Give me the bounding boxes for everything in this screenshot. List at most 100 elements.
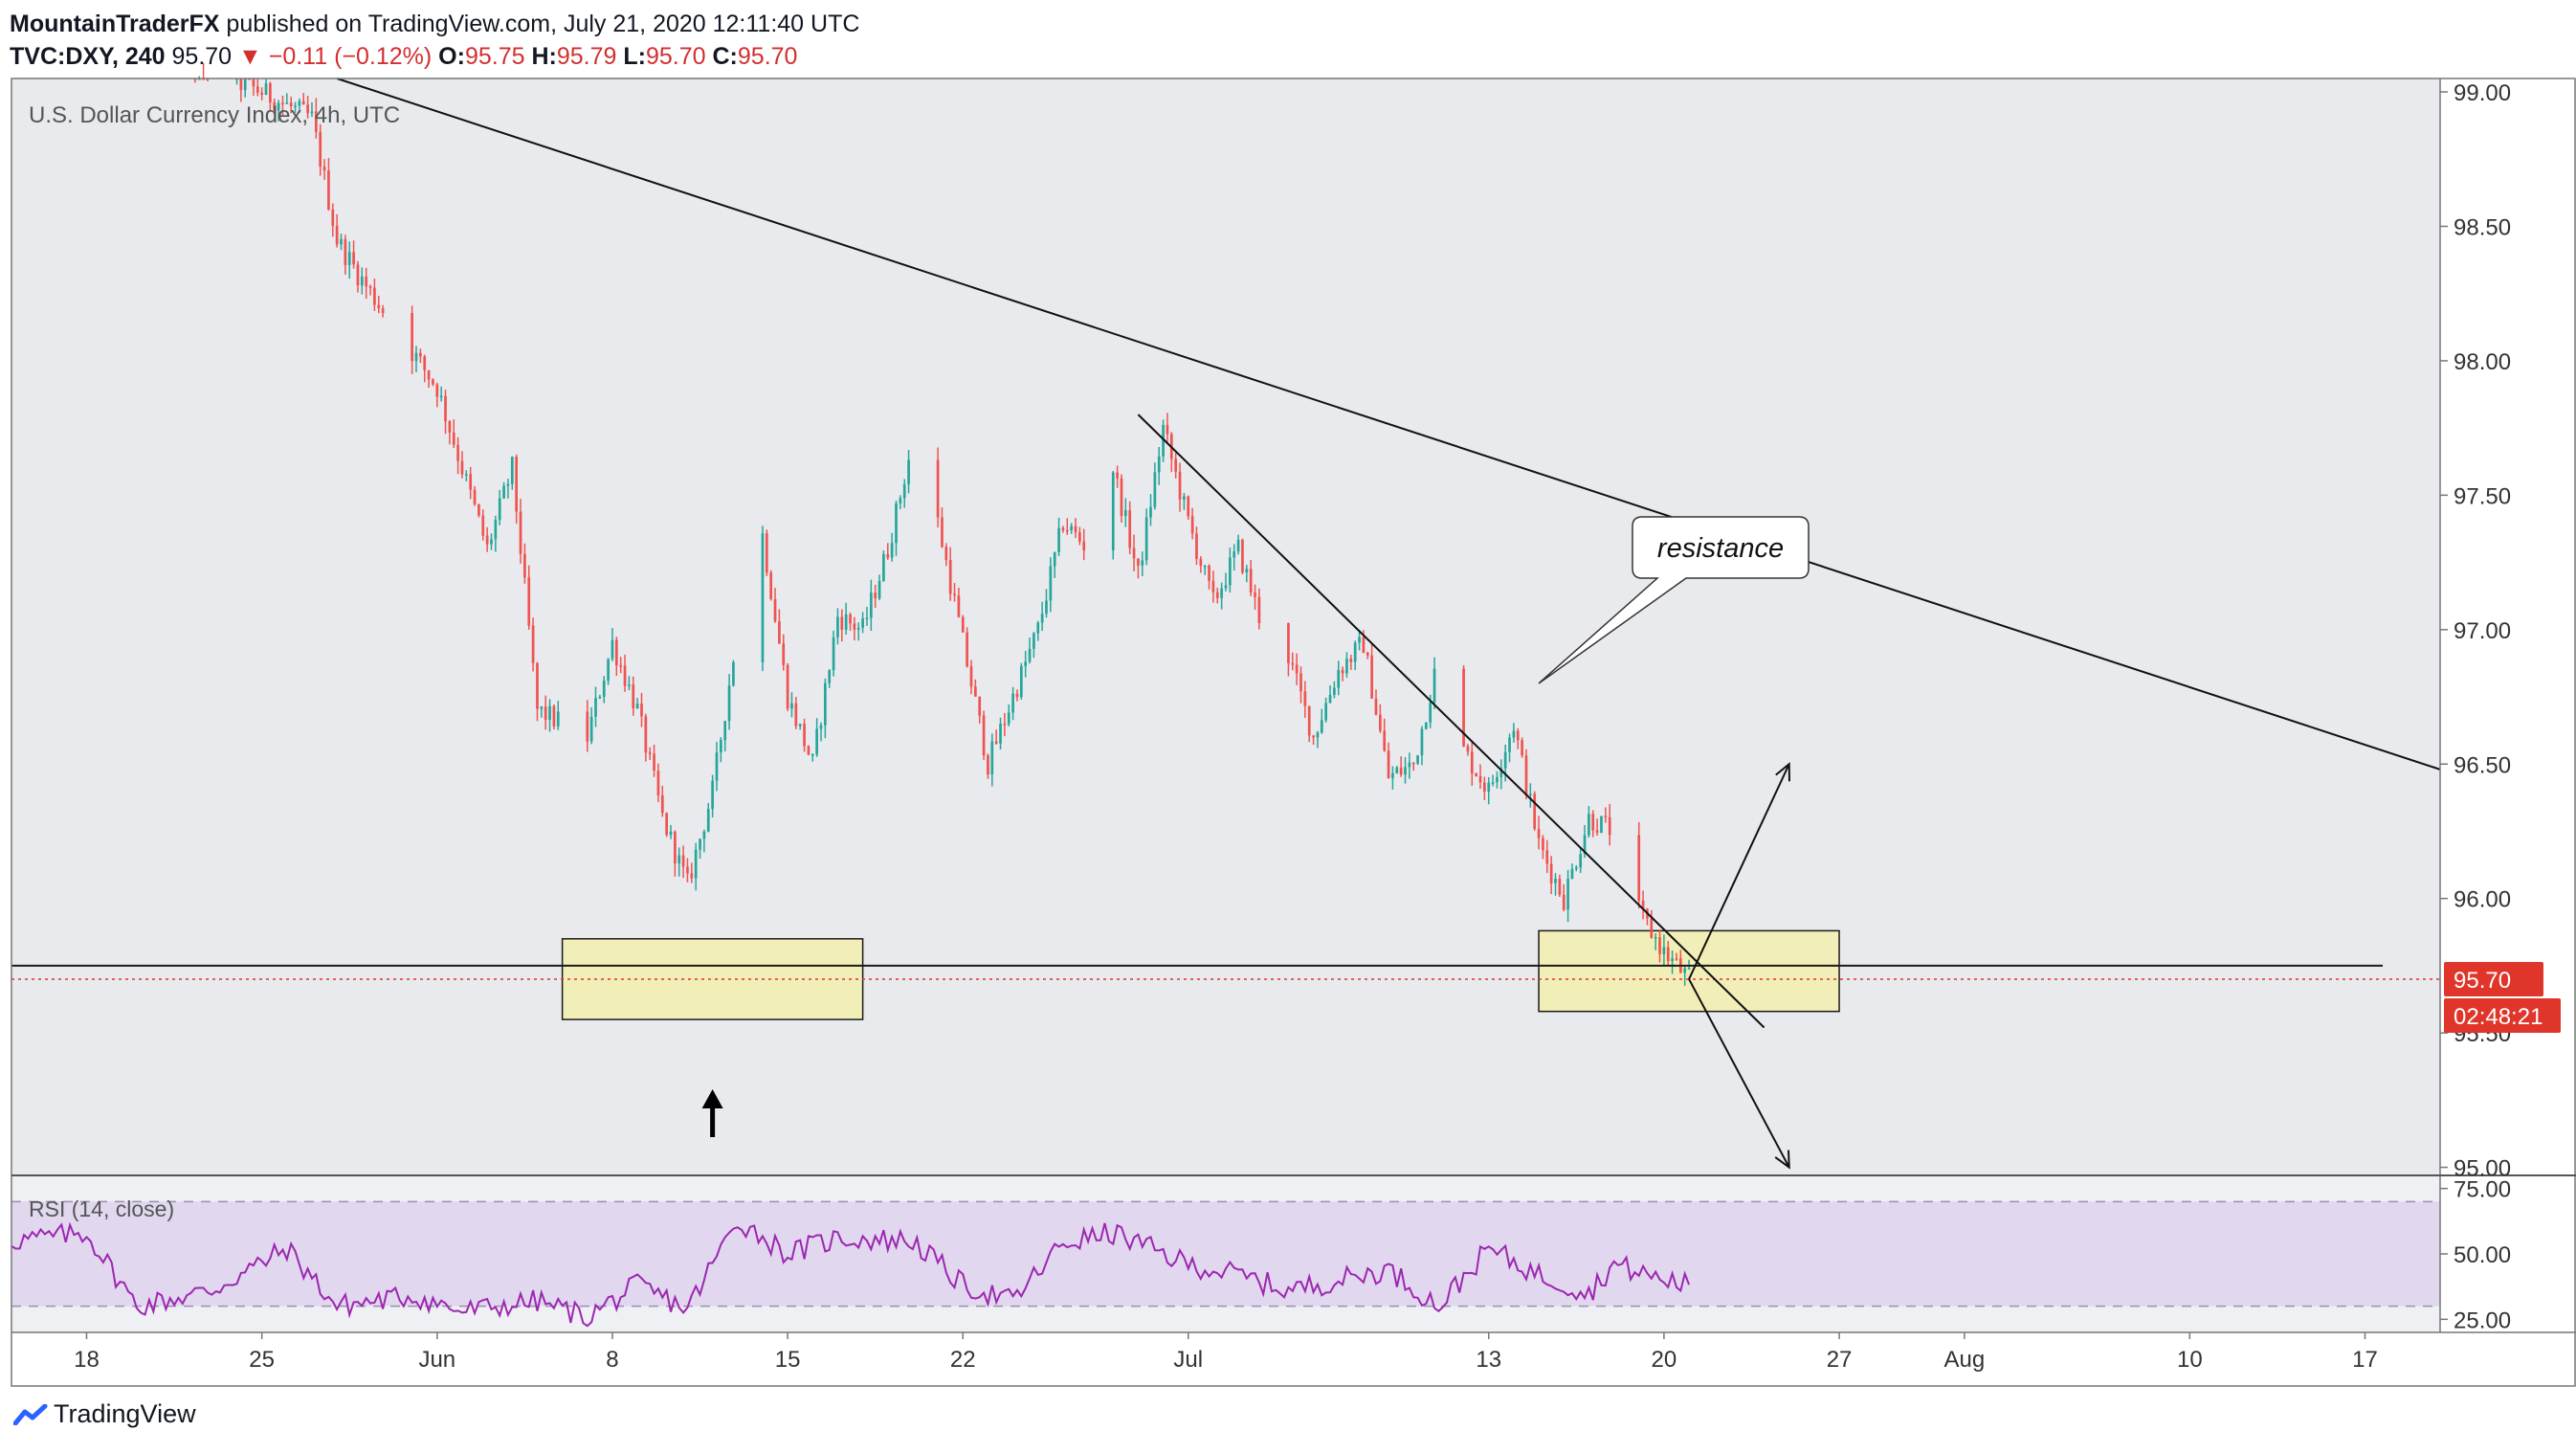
countdown-value: 02:48:21 [2454, 1004, 2543, 1030]
tradingview-logo-icon [13, 1403, 48, 1425]
candle [460, 451, 464, 479]
candle [281, 95, 284, 116]
candle [769, 570, 773, 601]
candle [614, 637, 618, 677]
trendline-2[interactable] [1137, 414, 1765, 1029]
candle [502, 481, 505, 500]
candle [523, 543, 526, 584]
zone-box-2[interactable] [1538, 929, 1840, 1013]
change-value: ▼ −0.11 (−0.12%) [238, 43, 433, 70]
projection-arrow-1[interactable] [1688, 762, 1790, 980]
candle [322, 159, 326, 180]
candle [994, 729, 998, 745]
candle [510, 456, 514, 490]
candle [1562, 883, 1566, 912]
candle [1542, 835, 1544, 860]
x-tick-label: 17 [2352, 1347, 2378, 1373]
candle [432, 378, 434, 387]
candle [732, 659, 735, 687]
candle [1658, 929, 1661, 963]
projection-arrow-2[interactable] [1688, 978, 1790, 1170]
candle [999, 717, 1002, 750]
y-tick-label: 97.50 [2454, 483, 2511, 509]
candle [1320, 708, 1323, 734]
candle [365, 267, 368, 300]
candle [1195, 526, 1198, 566]
candle [794, 696, 798, 729]
candle [711, 774, 714, 818]
trendline-1[interactable] [336, 78, 2441, 771]
rsi-legend[interactable]: RSI (14, close) [29, 1196, 174, 1221]
tradingview-logo[interactable]: TradingView [13, 1399, 196, 1429]
candle [1328, 684, 1332, 704]
candle [953, 583, 956, 602]
candle [1508, 733, 1511, 763]
candle [1662, 934, 1666, 967]
candle [260, 87, 264, 101]
candle [674, 830, 677, 877]
candle [1687, 959, 1691, 970]
candle [1516, 727, 1520, 749]
candle [1491, 774, 1495, 787]
candle [1487, 776, 1491, 805]
candle [1499, 759, 1503, 790]
candle [877, 574, 881, 601]
candle [344, 235, 347, 275]
candle [694, 842, 698, 891]
candle [602, 676, 606, 704]
candle [1475, 772, 1478, 777]
candle [469, 466, 473, 500]
series-legend[interactable]: U.S. Dollar Currency Index, 4h, UTC [29, 102, 400, 128]
candle [1395, 765, 1399, 774]
candle [941, 507, 944, 548]
candle [907, 450, 910, 494]
candle [1211, 570, 1215, 603]
candle [368, 284, 372, 296]
x-tick-label: 27 [1827, 1347, 1853, 1373]
zone-box-1[interactable] [561, 938, 864, 1020]
resistance-callout[interactable]: resistance [1538, 516, 1810, 684]
author-name[interactable]: MountainTraderFX [10, 11, 220, 37]
candle [1374, 689, 1378, 716]
x-tick-label: 25 [249, 1347, 275, 1373]
up-arrow-marker[interactable] [701, 1089, 723, 1137]
candle [1554, 873, 1557, 896]
candle [948, 547, 952, 601]
candle [819, 722, 823, 742]
candle [1566, 869, 1569, 923]
rsi-y-tick-label: 25.00 [2454, 1308, 2511, 1333]
candle [798, 723, 802, 730]
candle [506, 479, 510, 499]
candle [869, 579, 873, 632]
candle [1521, 737, 1523, 758]
candle [381, 304, 385, 318]
price-pane-background[interactable] [11, 78, 2440, 1175]
candle [1153, 462, 1157, 510]
candle [961, 615, 965, 633]
candle [1404, 757, 1407, 784]
candle [1303, 681, 1307, 718]
candle [803, 718, 806, 752]
candle [1312, 734, 1315, 746]
candle [1045, 589, 1048, 618]
candle [1049, 557, 1053, 613]
candle [1295, 653, 1299, 685]
x-tick-label: 22 [950, 1347, 976, 1373]
candle [648, 747, 652, 761]
candle [335, 213, 339, 248]
candle [644, 713, 648, 762]
candle [414, 346, 418, 372]
candle [1496, 771, 1499, 789]
candle [264, 78, 268, 96]
candle [699, 838, 701, 860]
candle [327, 158, 330, 212]
candle [1070, 523, 1074, 534]
x-tick-label: 13 [1476, 1347, 1501, 1373]
candle [677, 847, 681, 877]
candle [1074, 518, 1077, 539]
candle [895, 501, 898, 556]
candle [1416, 754, 1419, 766]
candle [473, 485, 477, 506]
candle [273, 98, 277, 115]
